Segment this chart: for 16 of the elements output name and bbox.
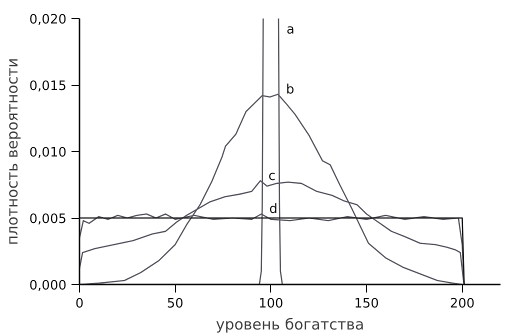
series-label: a <box>286 22 294 38</box>
x-tick-label: 0 <box>75 296 84 312</box>
x-tick-label: 150 <box>354 296 379 312</box>
y-tick-label: 0,000 <box>29 278 66 294</box>
y-tick-label: 0,010 <box>29 146 66 160</box>
x-tick-label: 50 <box>166 296 184 312</box>
y-tick-label: 0,015 <box>29 79 66 94</box>
y-axis-title: плотность вероятности <box>3 58 22 246</box>
y-tick-label: 0,005 <box>29 212 66 227</box>
x-tick-label: 100 <box>258 296 284 312</box>
series-label: d <box>269 202 278 218</box>
x-tick-label: 200 <box>450 296 475 312</box>
series-label: b <box>286 82 294 98</box>
x-axis-title: уровень богатства <box>216 316 364 334</box>
series-label: c <box>268 168 276 184</box>
y-tick-label: 0,020 <box>29 12 66 28</box>
